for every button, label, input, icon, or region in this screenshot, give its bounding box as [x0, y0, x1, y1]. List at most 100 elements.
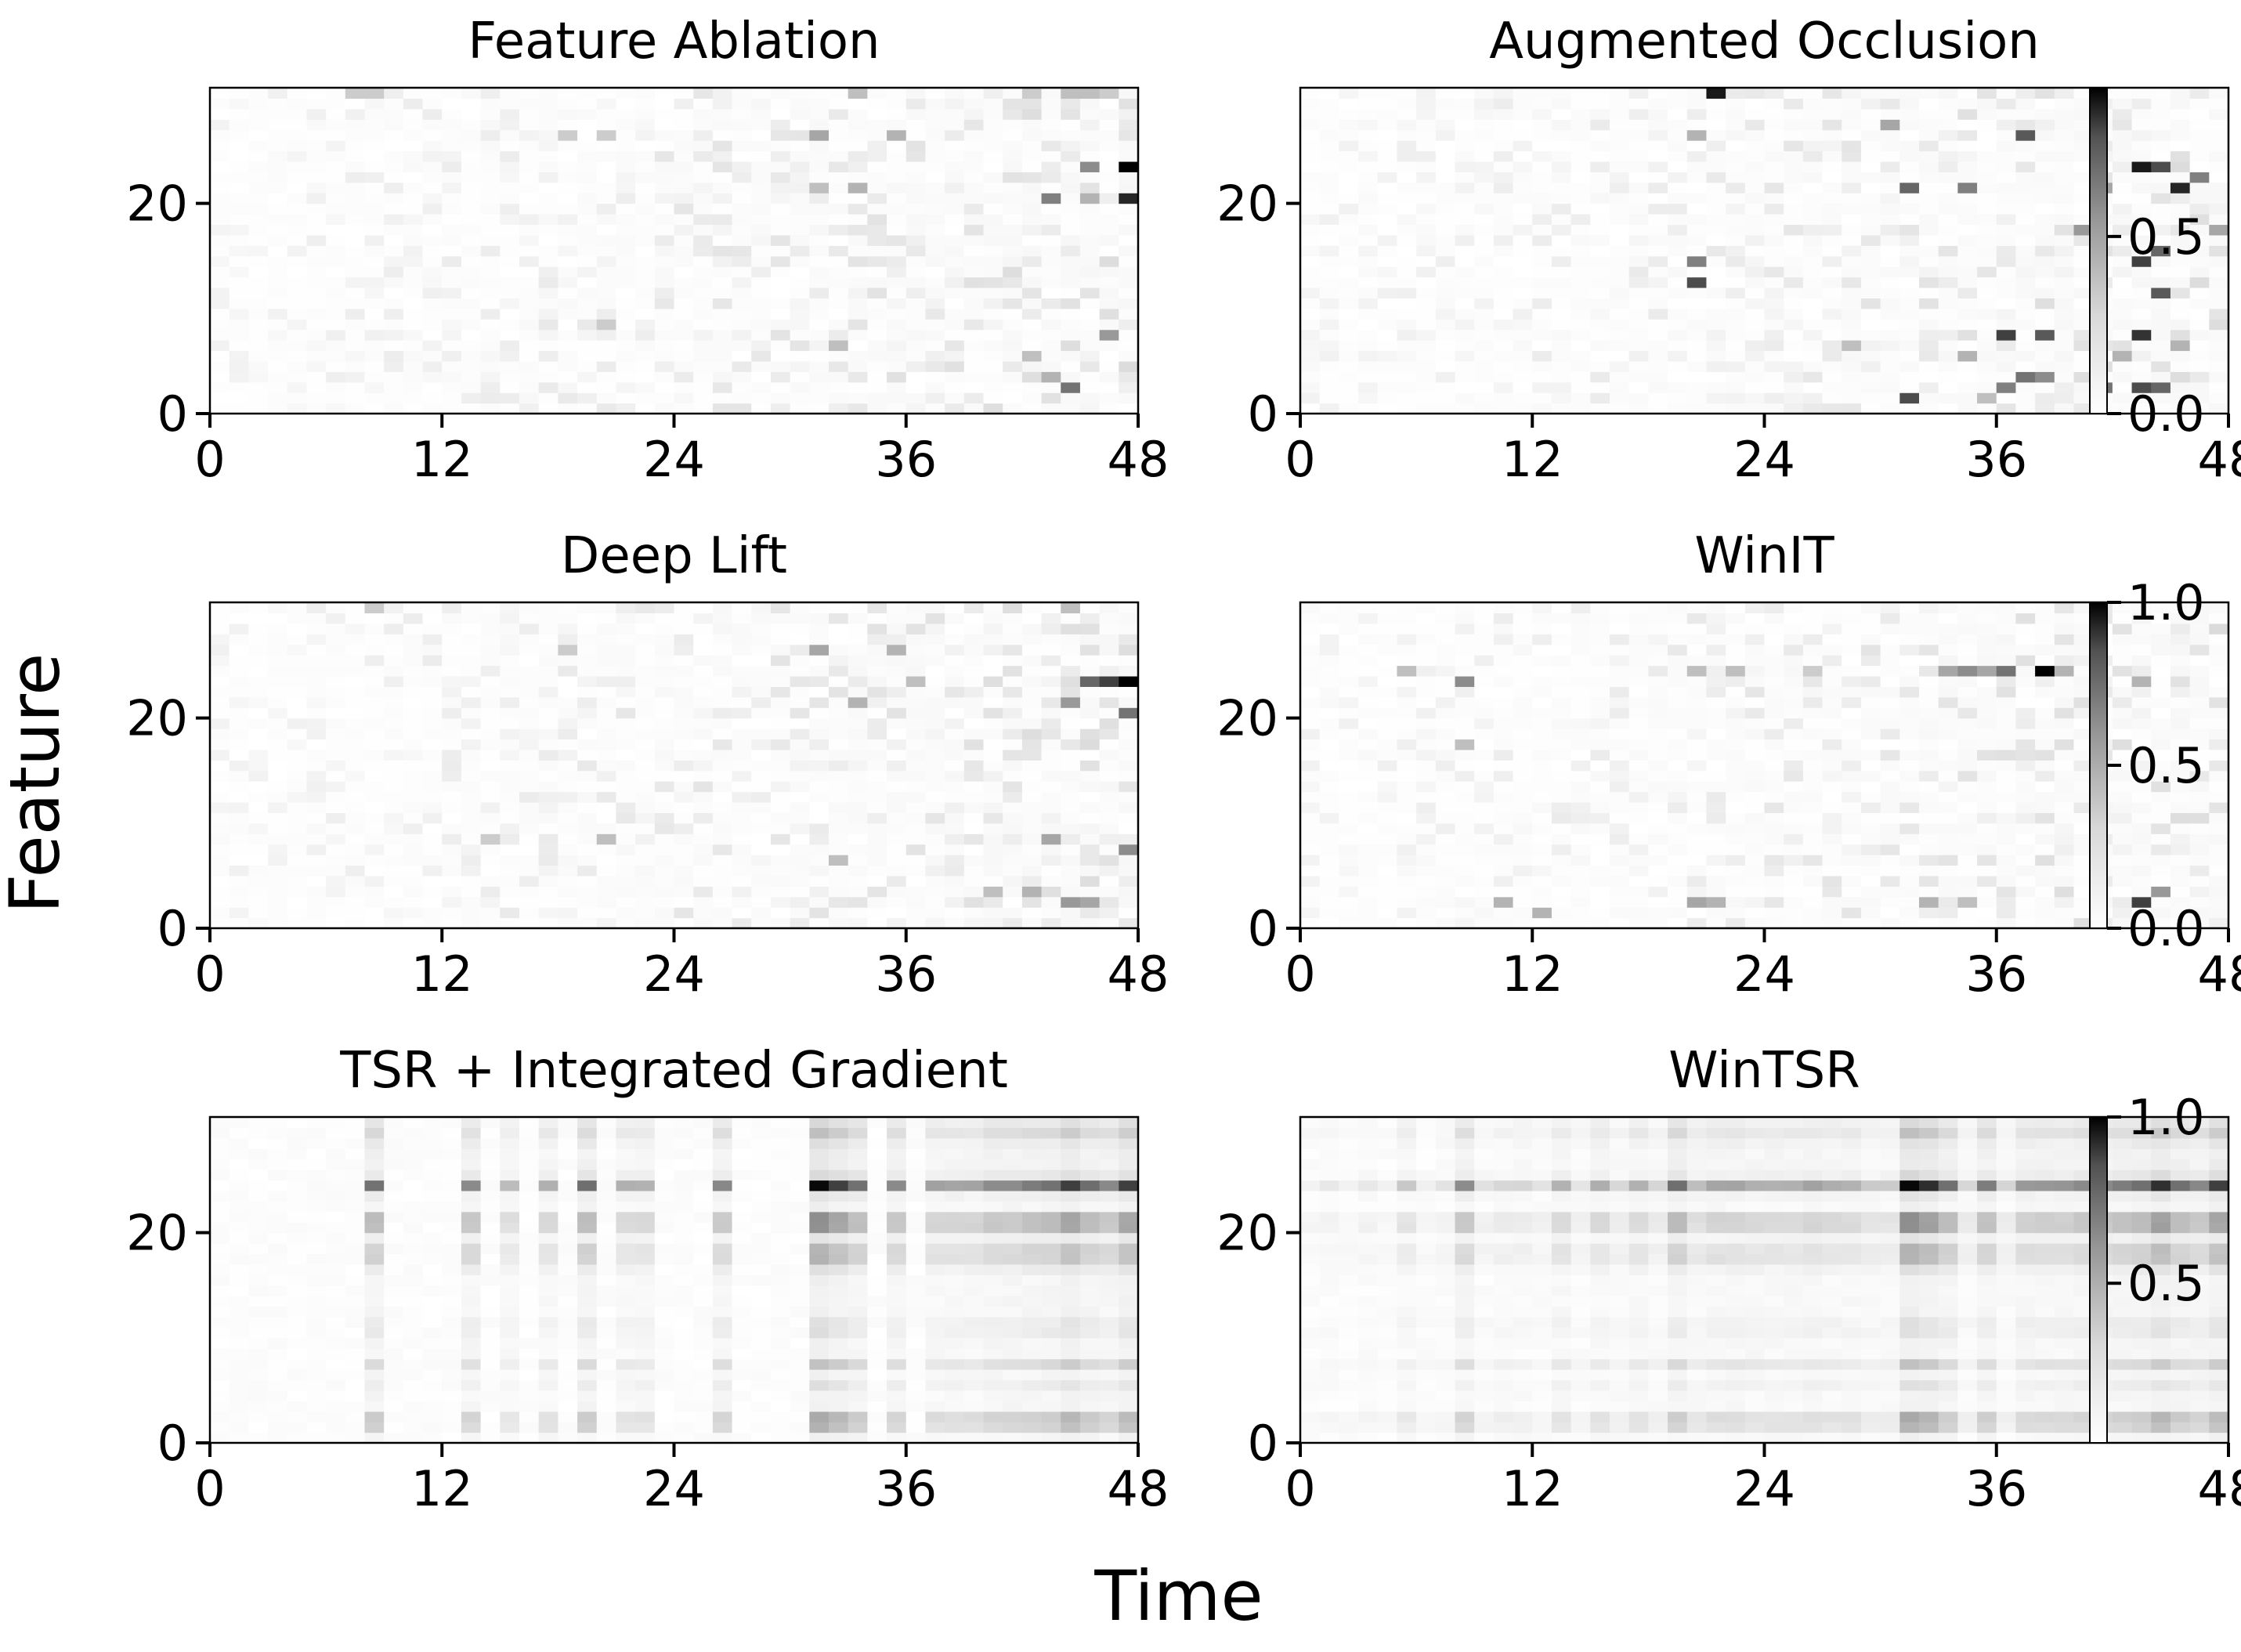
heatmap-cell — [364, 623, 385, 634]
heatmap-cell — [2189, 277, 2210, 288]
heatmap-cell — [1668, 381, 1688, 393]
heatmap-cell — [1996, 172, 2017, 183]
heatmap-cell — [1119, 381, 1139, 393]
heatmap-cell — [1300, 865, 1321, 877]
heatmap-cell — [1358, 172, 1379, 183]
heatmap-cell — [1686, 319, 1708, 331]
heatmap-cell — [364, 770, 385, 782]
heatmap-cell — [654, 801, 675, 813]
heatmap-cell — [2189, 833, 2210, 845]
heatmap-cell — [1686, 855, 1708, 866]
heatmap-cell — [693, 319, 714, 331]
heatmap-cell — [1726, 277, 1746, 288]
heatmap-cell — [538, 182, 558, 193]
heatmap-cell — [751, 319, 772, 331]
heatmap-cell — [790, 129, 810, 141]
heatmap-cell — [674, 308, 694, 320]
heatmap-cell — [384, 172, 404, 183]
heatmap-cell — [848, 245, 868, 257]
heatmap-cell — [1021, 119, 1043, 131]
heatmap-cell — [925, 340, 945, 352]
heatmap-cell — [500, 298, 520, 309]
heatmap-cell — [1061, 172, 1081, 183]
heatmap-cell — [1764, 245, 1784, 257]
heatmap-cell — [1041, 623, 1061, 634]
heatmap-cell — [326, 865, 346, 877]
heatmap-cell — [945, 675, 965, 687]
heatmap-cell — [442, 329, 462, 341]
heatmap-cell — [1099, 224, 1119, 236]
heatmap-cell — [635, 917, 656, 929]
heatmap-cell — [210, 665, 230, 677]
heatmap-cell — [925, 161, 945, 172]
heatmap-cell — [2015, 886, 2036, 898]
heatmap-cell — [829, 770, 849, 782]
heatmap-cell — [983, 340, 1003, 352]
heatmap-cell — [635, 822, 656, 834]
heatmap-cell — [770, 875, 791, 887]
heatmap-cell — [693, 696, 714, 708]
heatmap-cell — [287, 833, 308, 845]
heatmap-cell — [1706, 129, 1726, 141]
heatmap-cell — [461, 822, 482, 834]
heatmap-cell — [2170, 298, 2191, 309]
heatmap-cell — [1041, 119, 1061, 131]
heatmap-cell — [809, 403, 830, 414]
heatmap-cell — [384, 182, 404, 193]
heatmap-cell — [654, 224, 675, 236]
heatmap-cell — [519, 214, 540, 226]
heatmap-cell — [2035, 245, 2055, 257]
heatmap-cell — [2209, 844, 2229, 855]
heatmap-cell — [384, 865, 404, 877]
heatmap-cell — [1938, 182, 1958, 193]
heatmap-cell — [1880, 277, 1900, 288]
heatmap-cell — [268, 140, 288, 152]
heatmap-cell — [210, 602, 230, 614]
heatmap-cell — [306, 245, 327, 257]
heatmap-cell — [596, 287, 617, 298]
heatmap-cell — [596, 865, 617, 877]
heatmap-cell — [2189, 917, 2210, 929]
heatmap-cell — [2035, 150, 2055, 162]
heatmap-cell — [442, 119, 462, 131]
heatmap-cell — [712, 770, 733, 782]
heatmap-cell — [384, 739, 404, 750]
heatmap-cell — [887, 623, 907, 634]
heatmap-cell — [1957, 161, 1978, 172]
heatmap-cell — [905, 844, 927, 855]
heatmap-cell — [2035, 214, 2055, 226]
heatmap-cell — [693, 88, 714, 99]
heatmap-cell — [963, 277, 985, 288]
heatmap-cell — [1061, 855, 1081, 866]
heatmap-cell — [1919, 161, 1939, 172]
heatmap-cell — [1764, 255, 1784, 267]
heatmap-cell — [210, 844, 230, 855]
heatmap-cell — [770, 277, 791, 288]
heatmap-cell — [2209, 108, 2229, 120]
heatmap-cell — [1571, 172, 1591, 183]
heatmap-cell — [1571, 193, 1591, 204]
heatmap-cell — [558, 812, 578, 824]
heatmap-cell — [1397, 140, 1417, 152]
heatmap-cell — [326, 613, 346, 624]
heatmap-cell — [1377, 161, 1398, 172]
heatmap-cell — [1764, 172, 1784, 183]
heatmap-cell — [1784, 350, 1804, 362]
heatmap-cell — [345, 392, 366, 404]
heatmap-cell — [577, 350, 598, 362]
heatmap-cell — [1726, 886, 1746, 898]
heatmap-cell — [268, 203, 288, 215]
heatmap-cell — [1119, 172, 1139, 183]
heatmap-cell — [983, 161, 1003, 172]
heatmap-cell — [1938, 140, 1958, 152]
heatmap-cell — [306, 172, 327, 183]
heatmap-cell — [480, 613, 501, 624]
heatmap-cell — [1706, 403, 1726, 414]
heatmap-cell — [963, 875, 985, 887]
heatmap-cell — [848, 98, 868, 110]
heatmap-cell — [1899, 182, 1920, 193]
heatmap-cell — [790, 371, 810, 383]
heatmap-cell — [403, 403, 424, 414]
heatmap-cell — [945, 801, 965, 813]
heatmap-cell — [1474, 277, 1495, 288]
